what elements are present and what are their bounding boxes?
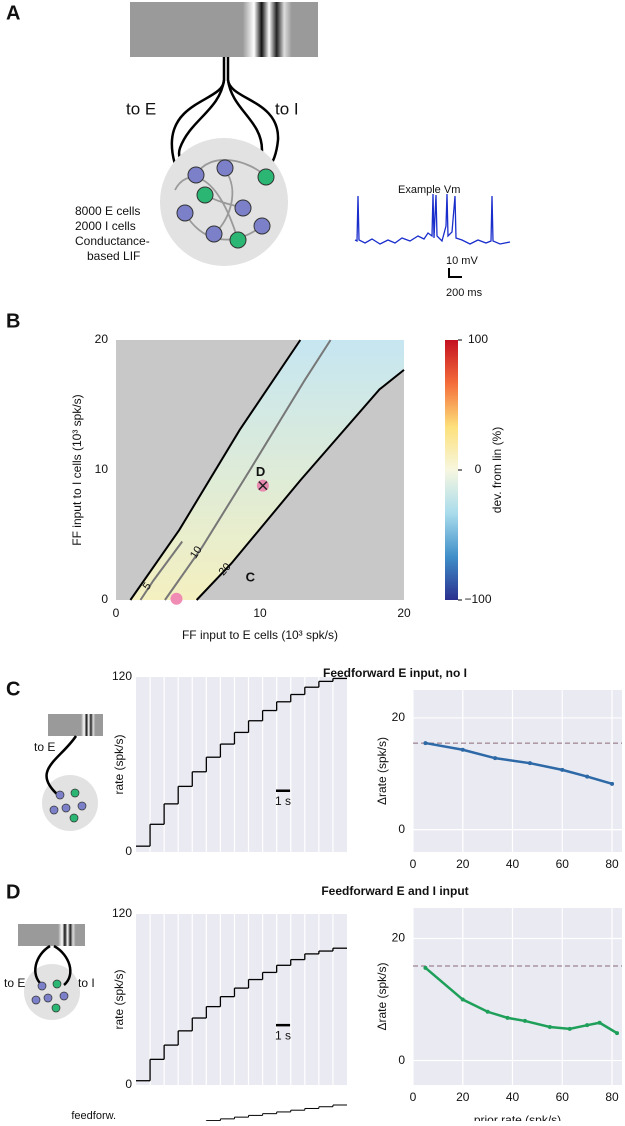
plot-background: [413, 690, 622, 852]
x-tick-label: 80: [605, 857, 619, 871]
x-tick-label: 60: [556, 1090, 570, 1104]
x-tick-label: 40: [506, 857, 520, 871]
data-point: [610, 781, 615, 786]
data-point: [527, 761, 532, 766]
y-axis-label: FF input to I cells (10³ spk/s): [70, 394, 84, 545]
panel-a: to E to I 8000 E cells 2000 I cells Cond…: [75, 2, 511, 299]
panel-letter: D: [6, 881, 20, 903]
scale-bar-label: 1 s: [275, 794, 291, 808]
label: 200 ms: [446, 287, 483, 299]
x-tick-label: 80: [605, 1090, 619, 1104]
y-tick-label: 0: [398, 822, 405, 836]
x-tick-label: 60: [556, 857, 570, 871]
data-point: [615, 1031, 620, 1036]
x-tick-label: 20: [456, 857, 470, 871]
plot-background: [136, 914, 347, 1085]
data-point: [597, 1020, 602, 1025]
data-point: [560, 767, 565, 772]
label: to I: [78, 976, 95, 990]
chart-title: Feedforward E input, no I: [323, 666, 467, 680]
contour: [129, 339, 302, 601]
colorbar: [445, 340, 458, 600]
data-point: [585, 1023, 590, 1028]
data-point: [460, 997, 465, 1002]
y-axis-label: rate (spk/s): [112, 969, 126, 1029]
y-tick-label: 0: [101, 592, 108, 606]
cells: [176, 159, 275, 249]
contour-label: 10: [188, 544, 205, 561]
contour-label: 5: [141, 580, 154, 592]
y-tick-label: 10: [95, 462, 109, 476]
stimulus: [130, 2, 318, 57]
point: [170, 592, 183, 605]
data-point: [485, 1009, 490, 1014]
y-tick-label: 0: [398, 1053, 405, 1067]
plot-background: [413, 908, 622, 1085]
data-point: [423, 741, 428, 746]
plot-background: [136, 677, 347, 852]
data-line: [424, 966, 618, 1035]
colorbar-label: dev. from lin (%): [490, 427, 504, 513]
chart-title: Feedforward E and I input: [321, 884, 468, 898]
data-region: [130, 340, 404, 600]
colorbar-tick-label: 100: [468, 332, 488, 346]
colorbar-tick-label: −100: [464, 592, 491, 606]
data-point: [493, 756, 498, 761]
point-cross: [258, 481, 268, 491]
x-tick-label: 0: [410, 857, 417, 871]
x-tick-label: 0: [113, 606, 120, 620]
contour: [164, 339, 332, 601]
x-tick-label: 40: [506, 1090, 520, 1104]
x-tick-label: 0: [410, 1090, 417, 1104]
label: Example Vm: [398, 184, 460, 196]
label: 2000 I cells: [75, 219, 136, 233]
data-point: [460, 747, 465, 752]
label: 10 mV: [446, 255, 478, 267]
x-axis-label: prior rate (spk/s): [474, 1113, 561, 1121]
data-point: [585, 774, 590, 779]
x-tick-label: 20: [397, 606, 411, 620]
label: to E: [34, 740, 55, 754]
y-tick-label: 20: [95, 332, 109, 346]
point-label: D: [256, 464, 265, 479]
inset-c: to E: [34, 714, 103, 831]
x-tick-label: 10: [253, 606, 267, 620]
y-axis-label: rate (spk/s): [112, 734, 126, 794]
data-point: [567, 1026, 572, 1031]
annotation: C: [246, 569, 256, 584]
panel-letter: C: [6, 678, 20, 700]
input-label: feedforw.: [71, 1110, 116, 1121]
y-axis-label: Δrate (spk/s): [375, 962, 389, 1030]
label: 8000 E cells: [75, 204, 140, 218]
inset-d: to E to I: [4, 924, 95, 1020]
x-axis-label: FF input to E cells (10³ spk/s): [182, 628, 338, 642]
data-point: [505, 1015, 510, 1020]
vm-trace: [354, 193, 511, 245]
panel-letter: A: [6, 2, 20, 24]
scale-bar-label: 1 s: [275, 1028, 291, 1042]
data-point: [423, 965, 428, 970]
colorbar-tick-label: 0: [475, 462, 482, 476]
y-tick-label: 0: [125, 844, 132, 858]
label: Conductance-: [75, 234, 150, 248]
y-tick-label: 20: [392, 710, 406, 724]
scale-bar: [448, 268, 462, 278]
contour: [139, 540, 184, 601]
label: to E: [4, 976, 25, 990]
data-point: [522, 1018, 527, 1023]
y-tick-label: 0: [125, 1077, 132, 1091]
label: based LIF: [87, 249, 140, 263]
data-point: [547, 1025, 552, 1030]
label: to E: [126, 99, 156, 118]
y-tick-label: 20: [392, 931, 406, 945]
y-tick-label: 120: [112, 906, 132, 920]
label: to I: [275, 99, 299, 118]
y-axis-label: Δrate (spk/s): [375, 737, 389, 805]
y-tick-label: 120: [112, 669, 132, 683]
panel-letter: B: [6, 310, 20, 332]
contour: [195, 369, 405, 601]
x-tick-label: 20: [456, 1090, 470, 1104]
